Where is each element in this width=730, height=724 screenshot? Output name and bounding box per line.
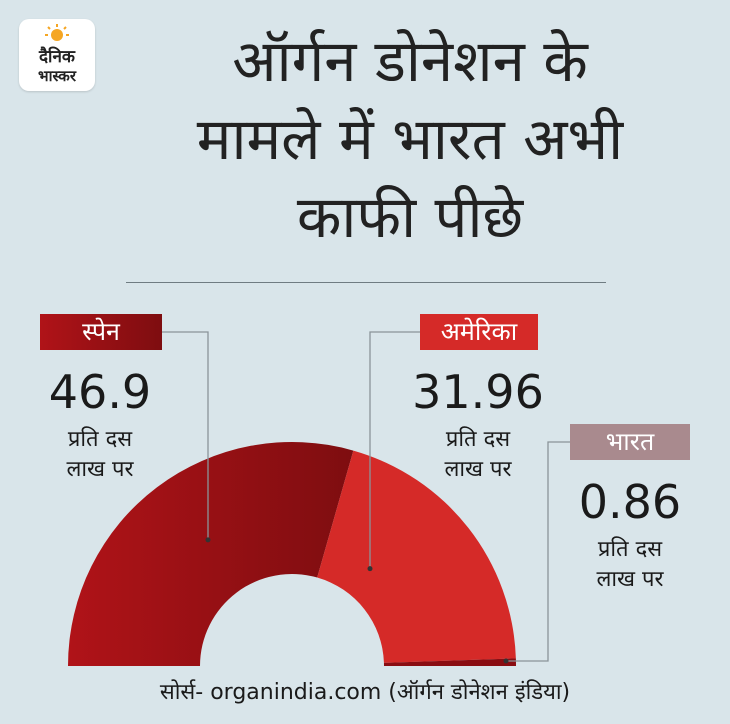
slice-india [383,658,516,666]
logo-line-2: भास्कर [38,67,77,85]
dainik-bhaskar-logo: दैनिक भास्कर [19,19,95,91]
unit-spain-line-1: प्रति दस [67,427,133,452]
label-india: भारत [570,424,690,460]
label-spain: स्पेन [40,314,162,350]
leader-dot-spain [205,537,211,543]
page-title: ऑर्गन डोनेशन के मामले में भारत अभी काफी … [110,22,710,256]
logo-line-1: दैनिक [38,46,76,67]
chart-leader-lines [162,331,570,664]
leader-usa [369,331,420,569]
value-spain: 46.9 [48,365,152,419]
leader-dot-usa [367,566,373,572]
value-india: 0.86 [578,475,682,529]
leader-india [505,441,570,662]
sun-rays-icon [45,24,69,36]
title-line-3: काफी पीछे [296,183,524,251]
source-note: सोर्स- organindia.com (ऑर्गन डोनेशन इंडि… [159,680,571,705]
title-divider [126,282,606,283]
unit-usa-line-2: लाख पर [444,457,512,482]
slice-spain [68,442,354,666]
leader-spain [162,331,209,540]
title-line-2: मामले में भारत अभी [196,105,624,173]
unit-india-line-2: लाख पर [596,567,664,592]
title-line-1: ऑर्गन डोनेशन के [232,27,588,95]
slice-usa [317,450,516,663]
unit-india-line-1: प्रति दस [597,537,663,562]
logo-mark: दैनिक भास्कर [38,24,77,85]
value-usa: 31.96 [412,365,544,419]
leader-dot-india [503,658,509,664]
sun-icon [51,29,63,41]
label-usa: अमेरिका [420,314,538,350]
unit-spain-line-2: लाख पर [66,457,134,482]
unit-usa-line-1: प्रति दस [445,427,511,452]
chart-slices [68,442,516,666]
